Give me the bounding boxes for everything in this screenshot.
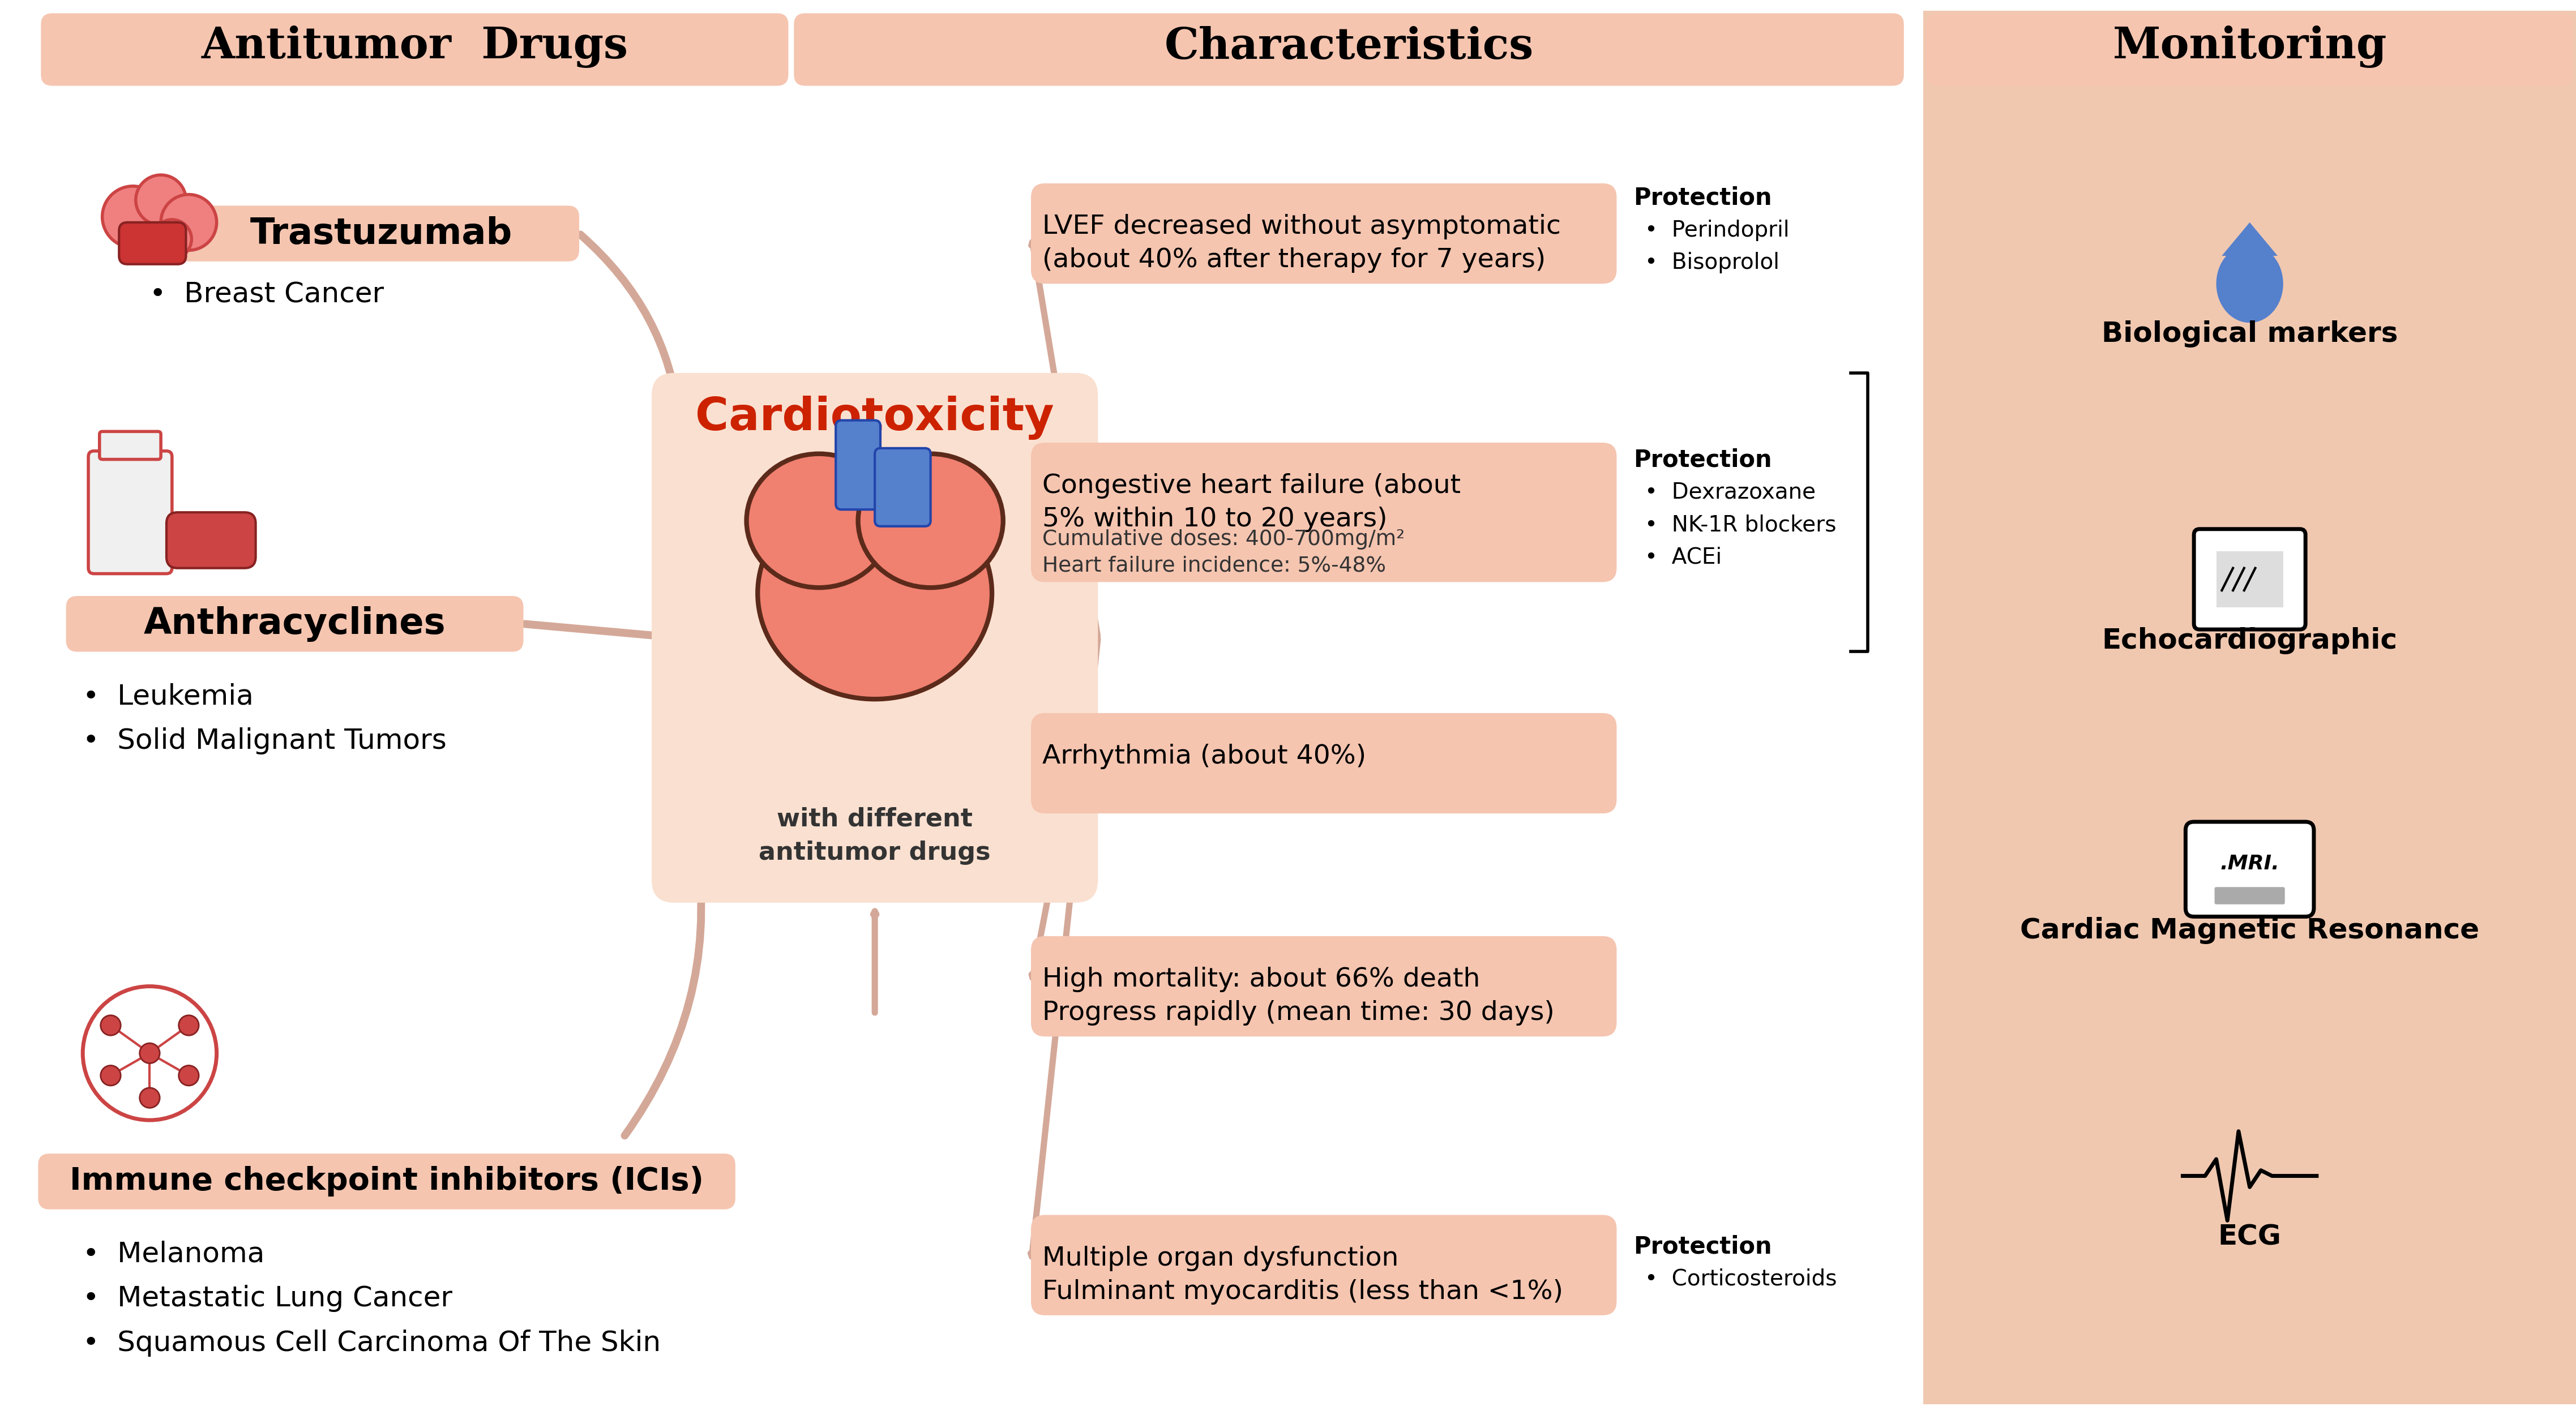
FancyBboxPatch shape	[876, 449, 930, 526]
Circle shape	[100, 1016, 121, 1036]
Text: •  Bisoprolol: • Bisoprolol	[1643, 252, 1780, 273]
FancyBboxPatch shape	[2195, 529, 2306, 630]
Text: Protection: Protection	[1633, 449, 1772, 473]
Text: ECG: ECG	[2218, 1224, 2282, 1251]
Text: Trastuzumab: Trastuzumab	[250, 216, 513, 250]
FancyBboxPatch shape	[793, 13, 1904, 86]
Ellipse shape	[747, 454, 891, 587]
Text: Echocardiographic: Echocardiographic	[2102, 627, 2398, 654]
Circle shape	[137, 175, 185, 225]
FancyBboxPatch shape	[178, 205, 580, 262]
Text: •  Dexrazoxane: • Dexrazoxane	[1643, 481, 1816, 504]
Text: •  Perindopril: • Perindopril	[1643, 219, 1790, 241]
Text: •  Leukemia: • Leukemia	[82, 683, 252, 710]
Polygon shape	[2223, 222, 2277, 256]
FancyBboxPatch shape	[88, 451, 173, 573]
Circle shape	[178, 1065, 198, 1085]
Text: Characteristics: Characteristics	[1164, 25, 1533, 68]
Text: •  NK-1R blockers: • NK-1R blockers	[1643, 514, 1837, 535]
Text: Arrhythmia (about 40%): Arrhythmia (about 40%)	[1043, 744, 1365, 770]
Circle shape	[139, 1088, 160, 1108]
Text: Protection: Protection	[1633, 1234, 1772, 1258]
FancyBboxPatch shape	[1030, 443, 1618, 582]
FancyBboxPatch shape	[1030, 937, 1618, 1037]
FancyBboxPatch shape	[41, 13, 788, 86]
Ellipse shape	[2215, 245, 2282, 323]
Text: Cardiotoxicity: Cardiotoxicity	[696, 395, 1054, 440]
Text: Anthracyclines: Anthracyclines	[144, 606, 446, 641]
FancyBboxPatch shape	[2184, 822, 2313, 917]
FancyBboxPatch shape	[2215, 552, 2282, 607]
Text: .MRI.: .MRI.	[2221, 855, 2280, 873]
FancyBboxPatch shape	[67, 596, 523, 652]
FancyBboxPatch shape	[1924, 10, 2576, 1405]
Circle shape	[160, 194, 216, 250]
FancyBboxPatch shape	[1927, 13, 2573, 86]
Text: Cardiac Magnetic Resonance: Cardiac Magnetic Resonance	[2020, 917, 2478, 944]
Text: Multiple organ dysfunction
Fulminant myocarditis (less than <1%): Multiple organ dysfunction Fulminant myo…	[1043, 1245, 1564, 1305]
FancyBboxPatch shape	[167, 512, 255, 567]
Text: Congestive heart failure (about
5% within 10 to 20 years): Congestive heart failure (about 5% withi…	[1043, 473, 1461, 532]
Text: Biological markers: Biological markers	[2102, 320, 2398, 348]
Circle shape	[152, 219, 191, 259]
FancyBboxPatch shape	[100, 432, 160, 460]
Circle shape	[82, 986, 216, 1121]
FancyBboxPatch shape	[652, 374, 1097, 903]
Text: Antitumor  Drugs: Antitumor Drugs	[201, 25, 629, 68]
Circle shape	[178, 1016, 198, 1036]
Circle shape	[103, 187, 165, 248]
Text: Immune checkpoint inhibitors (ICIs): Immune checkpoint inhibitors (ICIs)	[70, 1166, 703, 1197]
Ellipse shape	[757, 487, 992, 699]
Text: •  Solid Malignant Tumors: • Solid Malignant Tumors	[82, 727, 446, 754]
FancyBboxPatch shape	[1030, 1215, 1618, 1316]
FancyBboxPatch shape	[39, 1153, 734, 1210]
Text: •  Squamous Cell Carcinoma Of The Skin: • Squamous Cell Carcinoma Of The Skin	[82, 1330, 662, 1357]
Text: with different
antitumor drugs: with different antitumor drugs	[760, 807, 992, 865]
FancyBboxPatch shape	[1030, 713, 1618, 814]
Ellipse shape	[858, 454, 1002, 587]
Text: •  Melanoma: • Melanoma	[82, 1241, 265, 1268]
Text: •  Corticosteroids: • Corticosteroids	[1643, 1268, 1837, 1289]
Text: High mortality: about 66% death
Progress rapidly (mean time: 30 days): High mortality: about 66% death Progress…	[1043, 966, 1553, 1026]
Text: Protection: Protection	[1633, 187, 1772, 209]
Text: •  Metastatic Lung Cancer: • Metastatic Lung Cancer	[82, 1285, 453, 1312]
Text: •  Breast Cancer: • Breast Cancer	[149, 282, 384, 308]
FancyBboxPatch shape	[835, 420, 881, 509]
Text: LVEF decreased without asymptomatic
(about 40% after therapy for 7 years): LVEF decreased without asymptomatic (abo…	[1043, 214, 1561, 273]
Text: Cumulative doses: 400-700mg/m²
Heart failure incidence: 5%-48%: Cumulative doses: 400-700mg/m² Heart fai…	[1043, 529, 1404, 576]
Circle shape	[100, 1065, 121, 1085]
FancyBboxPatch shape	[1030, 184, 1618, 284]
Text: Monitoring: Monitoring	[2112, 25, 2388, 68]
FancyBboxPatch shape	[118, 222, 185, 265]
FancyBboxPatch shape	[2215, 887, 2285, 904]
Circle shape	[139, 1043, 160, 1063]
Text: •  ACEi: • ACEi	[1643, 546, 1721, 567]
